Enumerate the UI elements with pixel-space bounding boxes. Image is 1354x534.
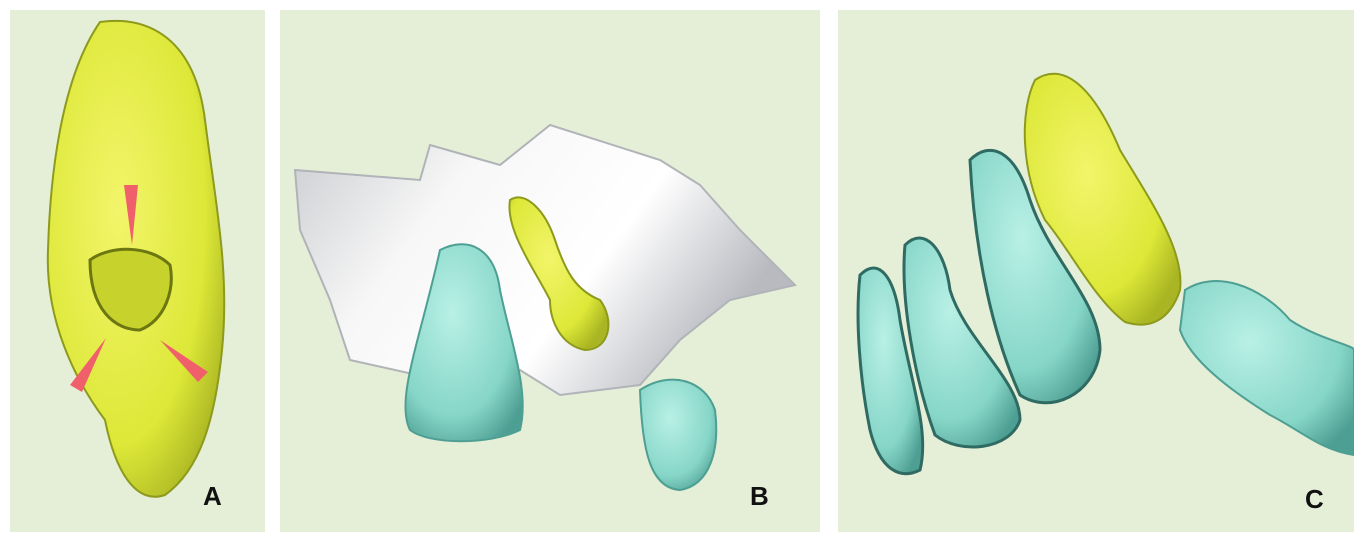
tooth	[902, 236, 1022, 449]
panel-label: A	[203, 481, 222, 511]
access-cavity	[88, 247, 173, 332]
panel-label: B	[750, 481, 769, 511]
tooth	[638, 378, 718, 492]
arrow	[160, 340, 208, 382]
arrow	[70, 338, 106, 392]
tooth	[508, 196, 610, 352]
panel-b: B	[280, 10, 820, 532]
tooth	[856, 266, 925, 476]
panel-label: C	[1305, 484, 1324, 514]
tooth	[404, 243, 524, 443]
arrow	[124, 185, 138, 245]
panel-a: A	[10, 10, 265, 532]
panel-c: C	[838, 10, 1354, 532]
tooth	[968, 149, 1102, 405]
tooth	[1023, 73, 1182, 326]
